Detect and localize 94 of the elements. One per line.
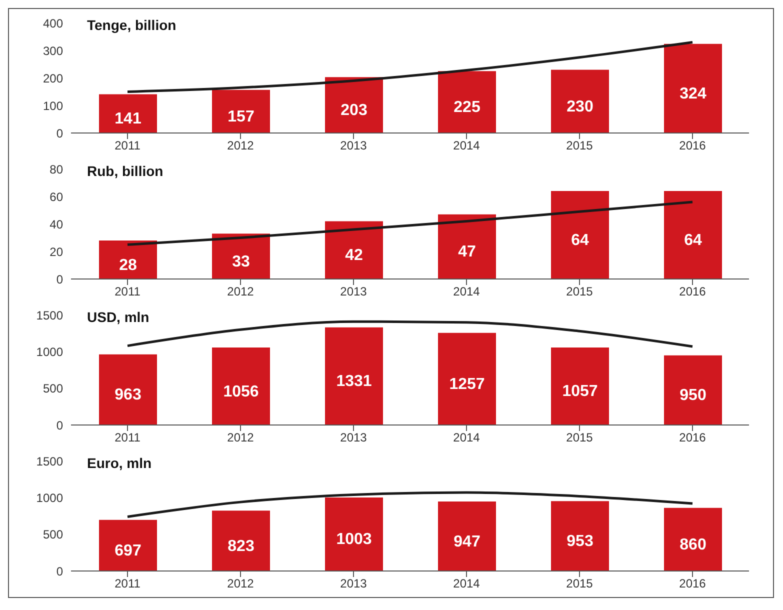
y-tick-label: 400 bbox=[42, 16, 64, 30]
y-tick-label: 1000 bbox=[36, 490, 64, 505]
y-tick-label: 40 bbox=[50, 217, 64, 232]
bar bbox=[438, 502, 496, 571]
y-tick-label: 1000 bbox=[36, 344, 64, 359]
x-tick-label: 2016 bbox=[679, 284, 706, 299]
bar bbox=[325, 497, 383, 571]
data-label: 47 bbox=[458, 244, 476, 261]
bar bbox=[551, 501, 609, 571]
bar bbox=[664, 355, 722, 425]
line-series bbox=[126, 491, 694, 518]
bar bbox=[325, 327, 383, 425]
data-label: 950 bbox=[680, 387, 706, 404]
x-tick-label: 2016 bbox=[679, 430, 706, 445]
bar bbox=[325, 221, 383, 279]
y-tick-label: 0 bbox=[56, 272, 64, 286]
data-label: 64 bbox=[571, 232, 589, 249]
chart-title: USD, mln bbox=[87, 309, 150, 325]
bar bbox=[551, 347, 609, 425]
line-series bbox=[126, 320, 694, 348]
x-tick-label: 2016 bbox=[679, 138, 706, 153]
data-label: 141 bbox=[114, 110, 142, 128]
data-label: 230 bbox=[566, 98, 594, 116]
data-label: 324 bbox=[680, 85, 706, 102]
x-tick-label: 2015 bbox=[566, 430, 594, 445]
y-tick-label: 200 bbox=[42, 71, 64, 86]
bar bbox=[99, 240, 157, 279]
data-label: 963 bbox=[114, 386, 142, 404]
bar bbox=[438, 214, 496, 279]
y-tick-label: 500 bbox=[42, 382, 64, 396]
data-label: 697 bbox=[114, 542, 142, 560]
x-tick-label: 2011 bbox=[114, 138, 141, 153]
bar bbox=[99, 520, 157, 571]
data-label: 225 bbox=[454, 99, 480, 116]
data-label: 823 bbox=[228, 538, 254, 555]
chart-title: Tenge, billion bbox=[87, 17, 176, 33]
data-label: 1257 bbox=[449, 376, 485, 393]
x-tick-label: 2015 bbox=[566, 138, 594, 153]
data-label: 1057 bbox=[562, 383, 598, 400]
x-tick-label: 2011 bbox=[114, 576, 141, 591]
x-tick-label: 2016 bbox=[679, 576, 706, 591]
y-tick-label: 60 bbox=[50, 190, 64, 204]
bar bbox=[99, 94, 157, 133]
x-tick-label: 2014 bbox=[453, 430, 480, 445]
data-label: 1056 bbox=[223, 383, 259, 400]
data-label: 947 bbox=[454, 533, 480, 550]
x-tick-label: 2011 bbox=[114, 430, 141, 445]
x-tick-label: 2012 bbox=[227, 430, 254, 445]
y-tick-label: 0 bbox=[56, 418, 64, 432]
bar bbox=[438, 71, 496, 133]
x-tick-label: 2013 bbox=[340, 284, 368, 299]
y-tick-label: 0 bbox=[56, 126, 64, 140]
y-tick-label: 500 bbox=[42, 528, 64, 542]
y-tick-label: 80 bbox=[50, 162, 64, 176]
y-tick-label: 300 bbox=[42, 44, 64, 58]
data-label: 42 bbox=[345, 247, 363, 264]
data-label: 860 bbox=[680, 536, 706, 554]
bar bbox=[664, 508, 722, 571]
x-tick-label: 2012 bbox=[227, 576, 254, 591]
bar bbox=[212, 90, 270, 133]
data-label: 1003 bbox=[336, 531, 372, 548]
x-tick-label: 2013 bbox=[340, 576, 368, 591]
data-label: 157 bbox=[228, 108, 254, 126]
x-tick-label: 2013 bbox=[340, 138, 368, 153]
y-tick-label: 0 bbox=[56, 564, 64, 578]
bar bbox=[664, 44, 722, 133]
data-label: 1331 bbox=[336, 373, 372, 390]
y-tick-label: 1500 bbox=[36, 454, 64, 468]
bar bbox=[664, 191, 722, 279]
x-tick-label: 2014 bbox=[453, 138, 480, 153]
y-tick-label: 1500 bbox=[36, 308, 64, 322]
x-tick-label: 2013 bbox=[340, 430, 368, 445]
bar bbox=[212, 510, 270, 571]
x-tick-label: 2015 bbox=[566, 576, 594, 591]
chart-title: Rub, billion bbox=[87, 163, 164, 179]
x-tick-label: 2012 bbox=[227, 284, 254, 299]
x-tick-label: 2012 bbox=[227, 138, 254, 153]
x-tick-label: 2014 bbox=[453, 284, 480, 299]
data-label: 953 bbox=[566, 533, 594, 550]
data-label: 28 bbox=[119, 256, 137, 274]
bar bbox=[551, 70, 609, 133]
y-tick-label: 100 bbox=[42, 98, 64, 113]
bar bbox=[212, 348, 270, 425]
bar bbox=[551, 191, 609, 279]
x-tick-label: 2014 bbox=[453, 576, 480, 591]
data-label: 203 bbox=[340, 102, 368, 120]
y-tick-label: 20 bbox=[50, 244, 64, 259]
x-tick-label: 2015 bbox=[566, 284, 594, 299]
bar bbox=[99, 354, 157, 425]
bar bbox=[438, 332, 496, 425]
data-label: 33 bbox=[232, 253, 250, 270]
x-tick-label: 2011 bbox=[114, 284, 141, 299]
chart-title: Euro, mln bbox=[87, 455, 152, 471]
data-label: 64 bbox=[684, 232, 702, 249]
